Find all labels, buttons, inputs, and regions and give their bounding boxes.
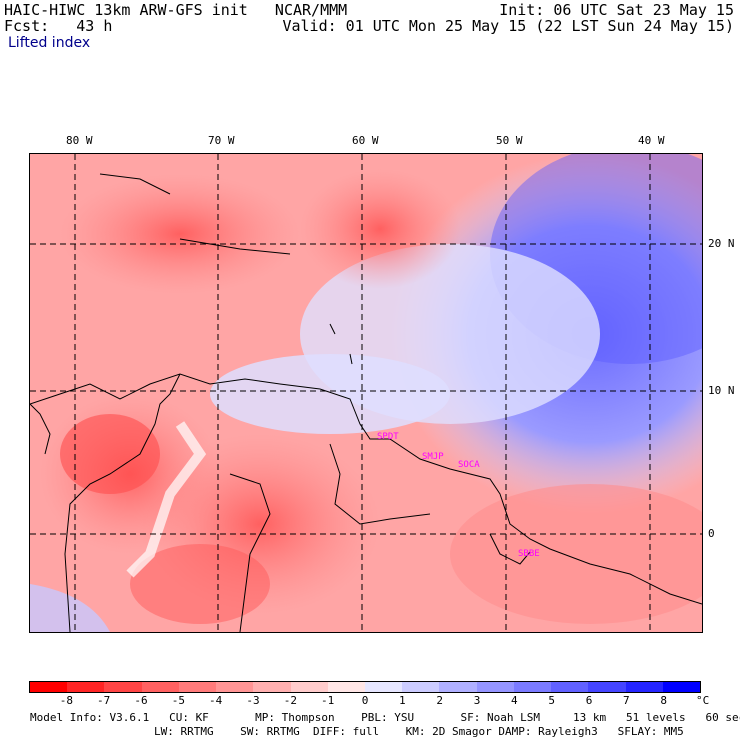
colorbar-swatch — [67, 682, 105, 692]
colorbar-tick: -3 — [246, 694, 260, 707]
colorbar-tick: -1 — [321, 694, 335, 707]
lat-label: 20 N — [708, 237, 735, 250]
lon-label: 70 W — [208, 134, 235, 147]
colorbar-swatch — [476, 682, 514, 692]
colorbar-tick: -6 — [134, 694, 148, 707]
colorbar-unit: °C — [696, 694, 710, 707]
lat-label: 10 N — [708, 384, 735, 397]
colorbar-tick: 7 — [623, 694, 630, 707]
colorbar-swatch — [402, 682, 440, 692]
lon-label: 40 W — [638, 134, 665, 147]
colorbar-tick: 1 — [399, 694, 406, 707]
colorbar-swatch — [178, 682, 217, 692]
colorbar-tick: 5 — [548, 694, 555, 707]
colorbar-swatch — [30, 682, 68, 692]
colorbar-swatch — [588, 682, 626, 692]
colorbar-swatch — [290, 682, 328, 692]
map-canvas — [30, 154, 702, 632]
init-time: Init: 06 UTC Sat 23 May 15 — [499, 1, 734, 19]
colorbar-tick: 6 — [585, 694, 593, 707]
gridlines — [30, 154, 702, 632]
colorbar-swatch — [327, 682, 365, 692]
colorbar-swatch — [364, 682, 403, 692]
colorbar-tick: 3 — [473, 694, 481, 707]
colorbar-tick: 4 — [511, 694, 518, 707]
coastlines — [30, 173, 702, 632]
lifted-index-map: SPDT SMJP SOCA SBBE — [29, 153, 703, 633]
lon-label: 80 W — [66, 134, 93, 147]
colorbar-swatch — [104, 682, 142, 692]
colorbar-tick: -5 — [171, 694, 185, 707]
station-label: SBBE — [518, 549, 540, 559]
station-label: SMJP — [422, 452, 444, 462]
colorbar-tick: -2 — [283, 694, 297, 707]
colorbar-tick: -7 — [97, 694, 111, 707]
model-title: HAIC-HIWC 13km ARW-GFS init NCAR/MMM — [4, 1, 348, 19]
station-label: SOCA — [458, 460, 480, 470]
physics-info: LW: RRTMG SW: RRTMG DIFF: full KM: 2D Sm… — [154, 725, 684, 738]
valid-time: Valid: 01 UTC Mon 25 May 15 (22 LST Sun … — [282, 17, 734, 35]
colorbar-swatch — [216, 682, 254, 692]
model-info: Model Info: V3.6.1 CU: KF MP: Thompson P… — [30, 711, 740, 724]
andes-band — [126, 421, 207, 578]
forecast-hour: Fcst: 43 h — [4, 17, 113, 35]
colorbar — [29, 681, 701, 693]
lat-label: 0 — [708, 527, 715, 540]
lon-label: 60 W — [352, 134, 379, 147]
colorbar-swatch — [141, 682, 179, 692]
colorbar-tick: 0 — [361, 694, 369, 707]
colorbar-tick: 8 — [660, 694, 667, 707]
colorbar-tick: -8 — [59, 694, 73, 707]
colorbar-swatch — [625, 682, 663, 692]
lon-label: 50 W — [496, 134, 523, 147]
colorbar-swatch — [253, 682, 291, 692]
field-name: Lifted index — [8, 35, 91, 51]
station-label: SPDT — [377, 432, 399, 442]
colorbar-tick: 2 — [436, 694, 443, 707]
colorbar-swatch — [551, 682, 589, 692]
colorbar-swatch — [662, 682, 700, 692]
colorbar-swatch — [439, 682, 477, 692]
colorbar-tick: -4 — [209, 694, 223, 707]
unstable-region — [300, 169, 460, 289]
colorbar-swatch — [513, 682, 552, 692]
